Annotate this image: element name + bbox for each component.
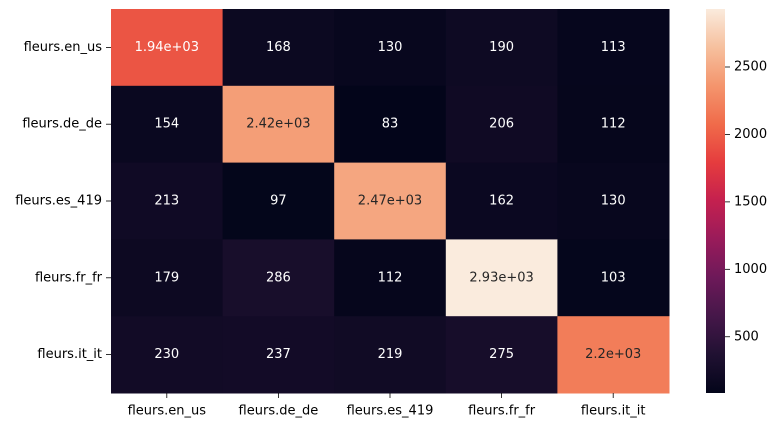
cell-value-label: 286 — [266, 270, 291, 285]
heatmap-cell — [111, 239, 224, 317]
heatmap-cell — [222, 162, 335, 240]
x-tick-label: fleurs.de_de — [239, 404, 319, 419]
heatmap-cell — [445, 316, 558, 394]
x-tick-label: fleurs.it_it — [581, 404, 646, 419]
x-axis-ticks: fleurs.en_us fleurs.de_de fleurs.es_419 fle… — [128, 393, 646, 419]
cell-value-label: 206 — [489, 117, 514, 132]
colorbar-tick-label: 1500 — [734, 194, 767, 209]
colorbar-tick-label: 2000 — [734, 127, 767, 142]
heatmap-cell — [334, 316, 447, 394]
cell-value-label: 1.94e+03 — [135, 40, 199, 55]
cell-value-label: 230 — [154, 347, 179, 362]
heatmap-cell — [334, 9, 447, 87]
cell-value-label: 168 — [266, 40, 291, 55]
colorbar-tick-label: 500 — [734, 329, 759, 344]
heatmap-cell — [445, 239, 558, 317]
heatmap-cell — [222, 85, 335, 164]
cell-value-label: 112 — [378, 270, 403, 285]
cell-value-label: 154 — [154, 117, 179, 132]
heatmap-cell — [334, 162, 447, 240]
y-axis-ticks: fleurs.en_us fleurs.de_de fleurs.es_419fle… — [15, 40, 111, 362]
heatmap-cells: 1.94e+03 168 130 190 113 154 2.42e+03 83 206 112 2… — [111, 9, 670, 394]
cell-value-label: 130 — [601, 194, 626, 209]
cell-value-label: 237 — [266, 347, 291, 362]
heatmap-cell — [111, 9, 224, 87]
heatmap-cell — [445, 85, 558, 164]
x-tick-label: fleurs.es_419 — [347, 404, 434, 419]
y-tick-label: fleurs.en_us — [24, 40, 103, 55]
heatmap-cell — [334, 85, 447, 164]
heatmap-cell — [222, 9, 335, 87]
cell-value-label: 190 — [489, 40, 514, 55]
heatmap-cell — [111, 316, 224, 394]
colorbar: 500 1000 1500 2000 2500 — [706, 9, 767, 393]
cell-value-label: 112 — [601, 117, 626, 132]
x-tick-label: fleurs.en_us — [128, 404, 207, 419]
y-tick-label: fleurs.de_de — [22, 117, 102, 132]
cell-value-label: 103 — [601, 270, 626, 285]
cell-value-label: 113 — [601, 40, 626, 55]
cell-value-label: 83 — [382, 117, 399, 132]
x-tick-label: fleurs.fr_fr — [468, 404, 536, 419]
cell-value-label: 2.42e+03 — [246, 117, 310, 132]
heatmap-cell — [445, 9, 558, 87]
heatmap-cell — [445, 162, 558, 240]
y-tick-label: fleurs.es_419 — [15, 194, 102, 209]
cell-value-label: 97 — [270, 194, 287, 209]
cell-value-label: 162 — [489, 194, 514, 209]
cell-value-label: 2.47e+03 — [358, 194, 422, 209]
heatmap-cell — [111, 162, 224, 240]
heatmap-cell — [111, 85, 224, 164]
y-tick-label: fleurs.fr_fr — [35, 270, 103, 285]
colorbar-tick-label: 2500 — [734, 59, 767, 74]
cell-value-label: 213 — [154, 194, 179, 209]
heatmap-cell — [334, 239, 447, 317]
heatmap-cell — [557, 239, 670, 317]
cell-value-label: 2.2e+03 — [585, 347, 641, 362]
cell-value-label: 179 — [154, 270, 179, 285]
heatmap-cell — [222, 239, 335, 317]
cell-value-label: 275 — [489, 347, 514, 362]
cell-value-label: 219 — [378, 347, 403, 362]
colorbar-tick-label: 1000 — [734, 262, 767, 277]
y-tick-label: fleurs.it_it — [37, 347, 102, 362]
heatmap-cell — [557, 162, 670, 240]
heatmap-cell — [222, 316, 335, 394]
heatmap-cell — [557, 85, 670, 164]
cell-value-label: 130 — [378, 40, 403, 55]
cell-value-label: 2.93e+03 — [469, 270, 533, 285]
heatmap-cell — [557, 316, 670, 394]
colorbar-gradient — [706, 9, 725, 393]
heatmap-cell — [557, 9, 670, 87]
